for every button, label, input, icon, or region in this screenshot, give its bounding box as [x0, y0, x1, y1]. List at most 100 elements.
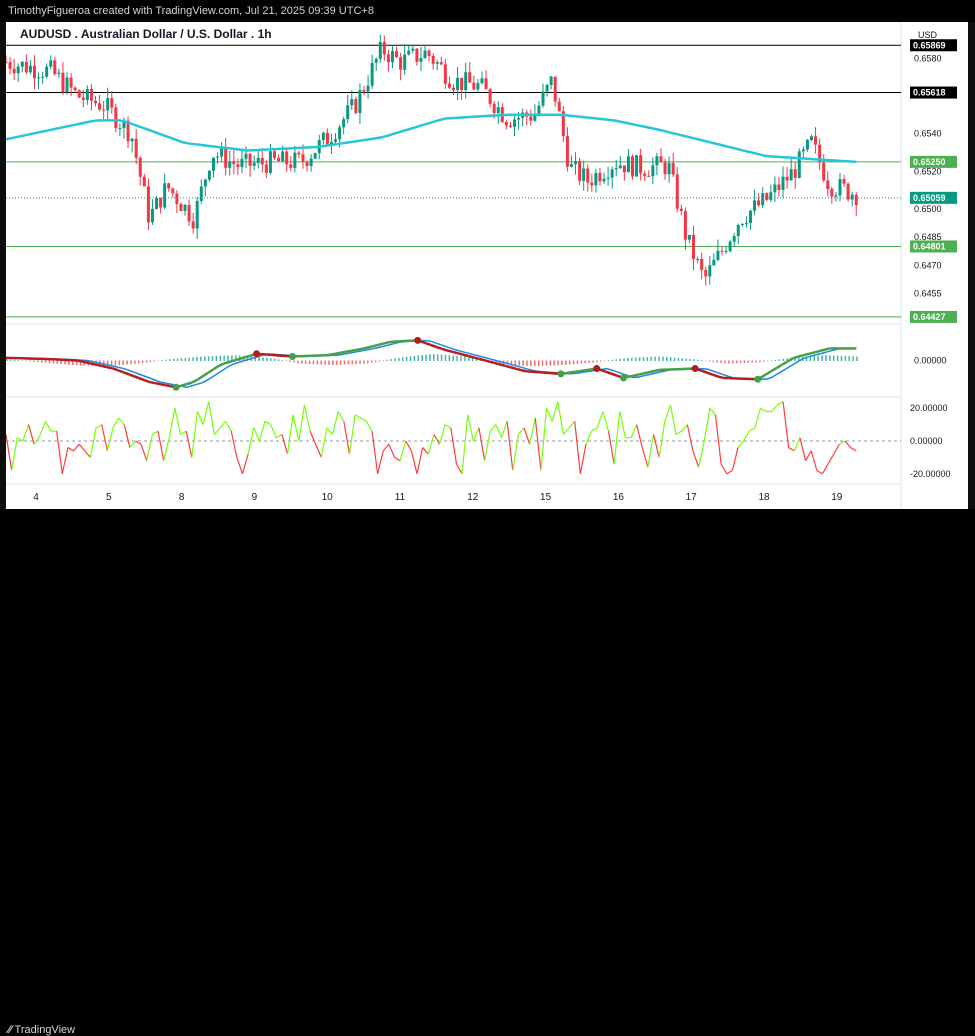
momentum-line-segment	[592, 428, 598, 431]
candle-body	[773, 184, 776, 192]
candle-body	[432, 56, 435, 64]
momentum-line-segment	[654, 434, 660, 457]
momentum-line-segment	[175, 408, 181, 434]
momentum-line-segment	[507, 421, 513, 470]
candle-body	[590, 183, 593, 186]
level-badge-label: 0.65250	[913, 157, 946, 167]
histogram-bar	[352, 361, 354, 365]
histogram-bar	[270, 358, 272, 361]
oscillator-line-segment	[569, 372, 574, 373]
histogram-bar	[282, 360, 284, 361]
histogram-bar	[639, 357, 641, 361]
histogram-bar	[119, 361, 121, 366]
histogram-bar	[348, 361, 350, 365]
candle-body	[192, 221, 195, 228]
momentum-line-segment	[721, 464, 727, 474]
histogram-bar	[375, 361, 377, 363]
momentum-line-segment	[665, 405, 671, 421]
candle-body	[802, 149, 805, 151]
histogram-bar	[767, 361, 769, 362]
candle-body	[810, 136, 813, 140]
momentum-line-segment	[141, 444, 147, 460]
momentum-line-segment	[732, 448, 738, 471]
candle-body	[232, 161, 235, 164]
momentum-line-segment	[34, 436, 40, 444]
candle-body	[228, 161, 231, 168]
momentum-line-segment	[569, 421, 575, 428]
candle-body	[415, 49, 418, 62]
histogram-bar	[359, 361, 361, 364]
candle-body	[74, 88, 77, 91]
oscillator-line-segment	[155, 383, 160, 384]
histogram-bar	[305, 361, 307, 364]
histogram-bar	[122, 361, 124, 365]
symbol-title: AUDUSD . Australian Dollar / U.S. Dollar…	[20, 27, 272, 41]
histogram-bar	[154, 361, 156, 362]
candle-body	[464, 72, 467, 90]
candle-body	[379, 42, 382, 59]
histogram-bar	[550, 361, 552, 366]
histogram-bar	[204, 356, 206, 361]
candle-body	[411, 49, 414, 51]
candle-body	[708, 265, 711, 276]
histogram-bar	[825, 355, 827, 361]
candle-body	[135, 139, 138, 158]
oscillator-line-segment	[149, 382, 154, 383]
momentum-line-segment	[265, 421, 271, 424]
momentum-line-segment	[327, 428, 333, 435]
histogram-bar	[33, 361, 35, 362]
momentum-line-segment	[271, 425, 277, 438]
histogram-bar	[212, 356, 214, 361]
momentum-line-segment	[107, 428, 113, 451]
momentum-line-segment	[169, 408, 175, 438]
oscillator-line-segment	[192, 380, 197, 383]
chart-area[interactable]: AUDUSD . Australian Dollar / U.S. Dollar…	[6, 22, 968, 509]
momentum-line-segment	[631, 425, 637, 438]
oscillator-line-segment	[367, 346, 372, 347]
momentum-line-segment	[299, 405, 305, 441]
histogram-bar	[6, 359, 8, 361]
date-label: 16	[613, 492, 625, 503]
date-label: 10	[322, 492, 334, 503]
histogram-bar	[10, 359, 12, 361]
level-badge-label: 0.64801	[913, 241, 946, 251]
histogram-bar	[157, 361, 159, 362]
candle-body	[676, 175, 679, 209]
histogram-bar	[856, 356, 858, 361]
candle-body	[245, 154, 248, 159]
oscillator-line-segment	[777, 365, 782, 368]
momentum-line-segment	[338, 411, 344, 421]
oscillator-line-segment	[112, 368, 117, 370]
histogram-bar	[845, 356, 847, 361]
histogram-bar	[297, 361, 299, 364]
candle-body	[550, 77, 553, 85]
oscillator-line-segment	[378, 344, 383, 345]
histogram-bar	[200, 357, 202, 361]
histogram-bar	[414, 356, 416, 361]
candle-body	[53, 60, 56, 74]
candle-body	[9, 62, 12, 68]
histogram-bar	[678, 358, 680, 361]
oscillator-line-segment	[814, 351, 819, 352]
histogram-bar	[433, 354, 435, 361]
oscillator-line-segment	[213, 366, 218, 369]
chart-canvas[interactable]: AUDUSD . Australian Dollar / U.S. Dollar…	[6, 22, 968, 509]
momentum-line-segment	[214, 428, 220, 435]
histogram-bar	[515, 361, 517, 366]
candle-body	[806, 140, 809, 149]
momentum-line-segment	[90, 428, 96, 458]
oscillator-line-segment	[357, 349, 362, 350]
candle-body	[643, 174, 646, 176]
candle-body	[21, 62, 24, 67]
momentum-line-segment	[119, 418, 125, 425]
oscillator-line-segment	[128, 374, 133, 376]
oscillator-line-segment	[644, 372, 649, 373]
histogram-bar	[619, 359, 621, 361]
momentum-line-segment	[349, 415, 355, 454]
date-label: 9	[252, 492, 258, 503]
candle-body	[700, 259, 703, 270]
momentum-line-segment	[462, 415, 468, 474]
candle-body	[407, 51, 410, 55]
histogram-bar	[553, 361, 555, 366]
tradingview-logo[interactable]: ⁄⁄ TradingView	[8, 1024, 75, 1036]
